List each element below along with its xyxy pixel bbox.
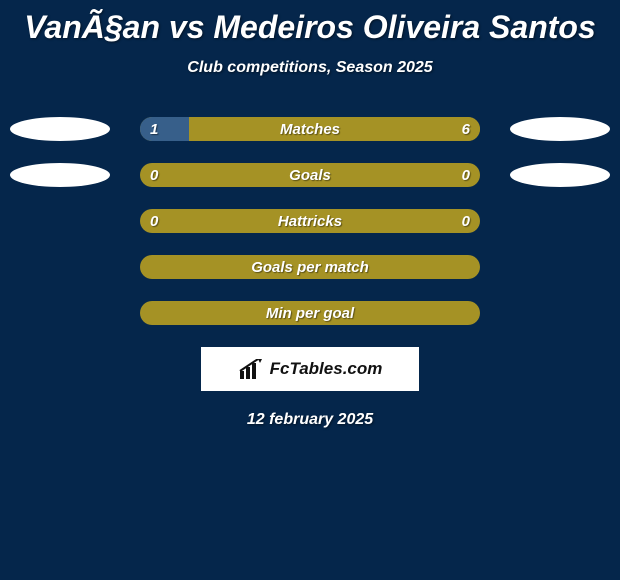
stat-label: Hattricks [140,209,480,233]
stat-label: Goals per match [140,255,480,279]
chart-icon [238,359,264,379]
stat-value-player1: 1 [150,117,158,141]
stat-bar: Goals per match [140,255,480,279]
stat-label: Min per goal [140,301,480,325]
stat-value-player1: 0 [150,209,158,233]
site-logo: FcTables.com [201,347,419,391]
stat-value-player2: 0 [462,209,470,233]
logo-text: FcTables.com [270,359,383,379]
player1-badge [10,163,110,187]
stat-bar: Hattricks0 0 [140,209,480,233]
stat-row: Hattricks0 0 [0,209,620,233]
stat-label: Goals [140,163,480,187]
stat-value-player1: 0 [150,163,158,187]
stat-label: Matches [140,117,480,141]
stat-rows: Matches16Goals00Hattricks00Goals per mat… [0,117,620,325]
stat-row: Goals per match [0,255,620,279]
stat-bar: Goals0 0 [140,163,480,187]
stat-bar: Matches1 6 [140,117,480,141]
page-title: VanÃ§an vs Medeiros Oliveira Santos [0,0,620,45]
stat-row: Goals0 0 [0,163,620,187]
stat-value-player2: 0 [462,163,470,187]
date-label: 12 february 2025 [0,411,620,429]
stat-value-player2: 6 [462,117,470,141]
player1-badge [10,117,110,141]
player2-badge [510,117,610,141]
stat-row: Matches1 6 [0,117,620,141]
player2-badge [510,163,610,187]
subtitle: Club competitions, Season 2025 [0,59,620,77]
stat-row: Min per goal [0,301,620,325]
comparison-card: VanÃ§an vs Medeiros Oliveira Santos Club… [0,0,620,580]
stat-bar: Min per goal [140,301,480,325]
